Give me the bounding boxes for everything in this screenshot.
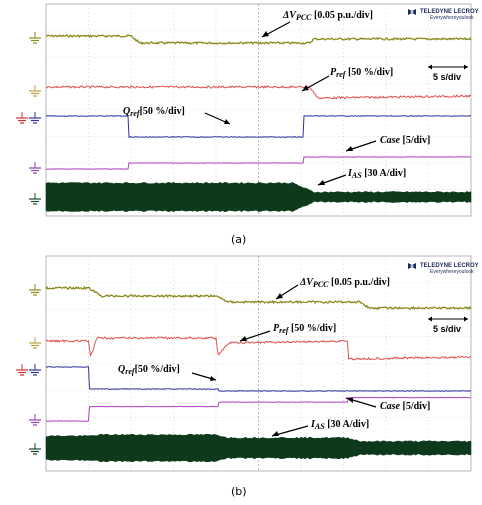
label-dv-b: ΔVPCC [0.05 p.u./div] bbox=[299, 277, 390, 289]
brand-tagline-b: Everywhereyoulook bbox=[430, 269, 474, 275]
ground-marker-ias bbox=[29, 193, 41, 205]
ground-marker-case bbox=[29, 162, 41, 174]
ground-marker-dv bbox=[29, 32, 41, 44]
label-p-a: Pref [50 %/div] bbox=[330, 67, 393, 79]
trace-p bbox=[45, 85, 472, 100]
caption-b: (b) bbox=[231, 485, 247, 498]
ground-marker-q-red bbox=[16, 364, 28, 376]
teledyne-logo-icon bbox=[408, 9, 416, 15]
panel-b-ground-markers bbox=[16, 284, 41, 455]
trace-ias bbox=[45, 433, 472, 463]
panel-a-ground-markers bbox=[16, 32, 41, 205]
trace-case bbox=[45, 396, 471, 422]
ground-marker-q-blue bbox=[29, 112, 41, 124]
label-q-a: Qref[50 %/div] bbox=[123, 106, 185, 118]
timebase-label-a: 5 s/div bbox=[433, 72, 461, 82]
panel-a: TELEDYNE LECROY Everywhereyoulook 5 s/di… bbox=[16, 3, 479, 217]
timebase-a: 5 s/div bbox=[428, 64, 468, 82]
trace-dv bbox=[45, 34, 472, 46]
trace-case bbox=[45, 156, 471, 170]
label-p-b: Pref [50 %/div] bbox=[273, 323, 336, 335]
trace-q bbox=[45, 366, 472, 392]
panel-b: TELEDYNE LECROY Everywhereyoulook 5 s/di… bbox=[16, 255, 479, 472]
label-ias-b: IAS [30 A/div] bbox=[310, 419, 369, 431]
brand-name-b: TELEDYNE LECROY bbox=[420, 263, 479, 269]
trace-q bbox=[45, 115, 471, 138]
trace-p bbox=[45, 336, 472, 361]
label-case-b: Case [5/div] bbox=[380, 401, 430, 412]
trace-dv bbox=[45, 285, 472, 310]
label-dv-a: ΔVPCC [0.05 p.u./div] bbox=[282, 10, 373, 22]
timebase-label-b: 5 s/div bbox=[433, 324, 461, 334]
brand-tagline-a: Everywhereyoulook bbox=[430, 15, 474, 21]
ground-marker-case bbox=[29, 414, 41, 426]
timebase-b: 5 s/div bbox=[428, 316, 468, 334]
ground-marker-q-red bbox=[16, 112, 28, 124]
ground-marker-p bbox=[29, 337, 41, 349]
trace-ias bbox=[45, 181, 472, 213]
ground-marker-p bbox=[29, 85, 41, 97]
label-q-b: Qref[50 %/div] bbox=[118, 364, 180, 376]
label-ias-a: IAS [30 A/div] bbox=[347, 168, 406, 180]
panel-a-traces bbox=[45, 34, 472, 213]
label-case-a: Case [5/div] bbox=[380, 135, 430, 146]
brand-logo-b: TELEDYNE LECROY Everywhereyoulook bbox=[408, 263, 479, 275]
ground-marker-q-blue bbox=[29, 364, 41, 376]
brand-name-a: TELEDYNE LECROY bbox=[420, 9, 479, 15]
panel-b-traces bbox=[45, 285, 472, 463]
teledyne-logo-icon-b bbox=[408, 263, 416, 269]
ground-marker-ias bbox=[29, 443, 41, 455]
caption-a: (a) bbox=[231, 233, 246, 246]
ground-marker-dv bbox=[29, 284, 41, 296]
brand-logo-a: TELEDYNE LECROY Everywhereyoulook bbox=[408, 9, 479, 21]
